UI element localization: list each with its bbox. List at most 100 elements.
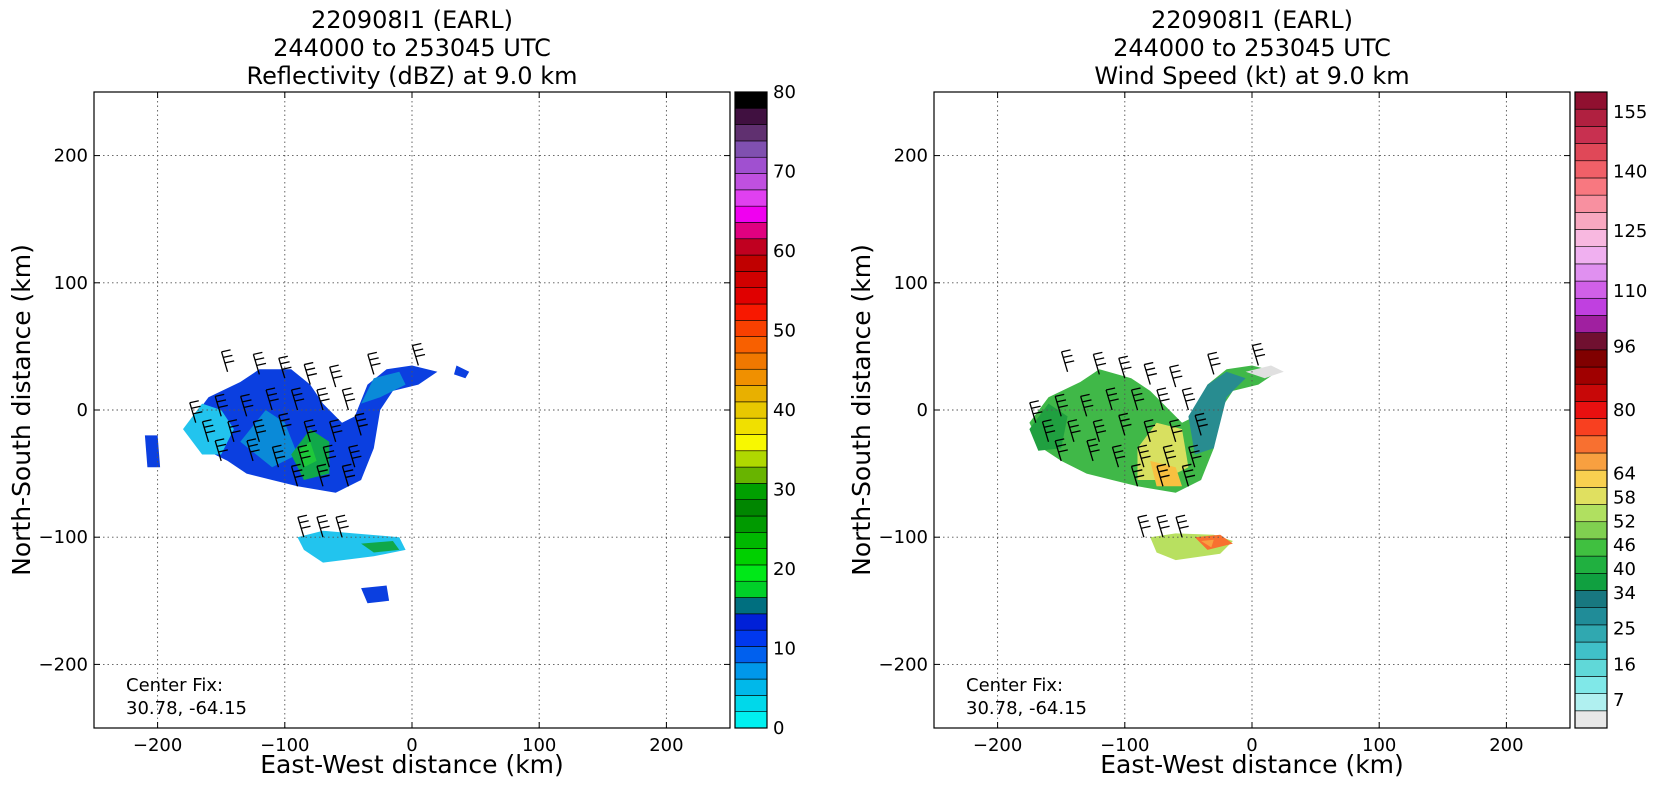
wind-barb [303,419,317,442]
x-tick-label: −200 [973,735,1022,756]
colorbar-segment [1574,676,1608,694]
y-tick-label: −200 [879,654,928,675]
wind-barb [1188,444,1202,468]
wind-barbs [189,342,426,538]
wind-barb [297,444,311,468]
colorbar-segment [734,238,768,256]
center-fix-label: Center Fix: [966,675,1063,696]
colorbar-segment [1574,383,1608,402]
colorbar-tick-label: 10 [773,639,796,660]
colorbar-segment [734,499,768,517]
y-tick-label: 0 [917,400,928,421]
colorbar-tick-label: 40 [1613,559,1636,580]
colorbar-segment [1574,710,1608,729]
y-tick-label: 100 [54,273,88,294]
axis-ticks: −200 −100 0 100 200 200 100 0 −100 −200 [39,92,730,756]
field-region [1194,534,1233,550]
colorbar-segment [734,629,768,647]
x-tick-label: 100 [522,735,556,756]
title-line-3: Reflectivity (dBZ) at 9.0 km [247,62,578,90]
colorbar-tick-label: 80 [1613,400,1636,421]
wind-barb [1130,387,1145,411]
colorbar-segment [1574,435,1608,454]
colorbar-tick-label: 58 [1613,487,1636,508]
colorbar-segment [734,564,768,582]
wind-barb [246,438,260,462]
colorbar-segment [734,189,768,207]
title-line-2: 244000 to 253045 UTC [1113,34,1391,62]
wind-barb [189,400,203,423]
y-tick-label: 200 [894,146,928,167]
field-region [1150,460,1182,487]
colorbar-segment [734,450,768,468]
wind-barb [1169,364,1183,388]
colorbar-frame [734,91,768,729]
colorbar-segment [734,368,768,386]
wind-barb [341,387,356,411]
colorbar-segment [734,222,768,240]
colorbar-segment [1574,212,1608,230]
wind-barb [316,514,330,538]
wind-barb [1156,387,1170,411]
colorbar-segment [1574,418,1608,437]
wind-barb [341,463,356,487]
colorbar-segment [734,662,768,680]
colorbar-segment [1574,366,1608,385]
wind-speed-panel: 220908I1 (EARL) 244000 to 253045 UTC Win… [847,6,1647,779]
wind-barb [303,361,317,385]
wind-barb [1111,444,1126,468]
colorbar-segment [734,548,768,566]
title-line-1: 220908I1 (EARL) [1151,6,1353,34]
colorbar-segment [734,91,768,109]
wind-barb [1137,514,1151,538]
wind-barb [1143,419,1157,442]
colorbar-tick-label: 7 [1613,690,1624,711]
wind-barb [1194,412,1208,436]
colorbar-segment [734,173,768,191]
colorbar-tick-label: 50 [773,321,796,342]
wind-barb [290,463,305,487]
wind-barb [1118,355,1132,379]
wind-barb [1169,419,1183,442]
reflectivity-field [144,365,470,604]
wind-barb [1207,351,1221,375]
y-axis-label: North-South distance (km) [847,244,876,576]
wind-barb [240,393,254,417]
colorbar-segment [734,124,768,142]
x-axis-label: East-West distance (km) [260,750,564,779]
wind-barb [1137,444,1151,468]
field-region [1201,539,1214,548]
wind-barb [1118,412,1132,436]
wind-barb [1041,419,1056,442]
x-tick-label: 0 [1246,735,1257,756]
wind-barb [1143,361,1157,385]
colorbar-segment [734,140,768,158]
colorbar-segment [734,401,768,419]
wind-barb [329,419,343,442]
colorbar-segment [734,336,768,354]
wind-barb [1156,514,1170,538]
colorbar-segment [734,613,768,631]
field-region [297,530,406,563]
colorbar-tick-label: 16 [1613,654,1636,675]
colorbar-tick-label: 60 [773,241,796,262]
colorbar-segment [734,287,768,305]
field-region [1137,422,1189,480]
wind-barb [348,444,362,468]
colorbar-segment [1574,194,1608,213]
wind-barb [1060,349,1075,373]
colorbar-segment [734,711,768,729]
title-line-3: Wind Speed (kt) at 9.0 km [1094,62,1409,90]
colorbar-segment [734,483,768,500]
center-fix-label: Center Fix: [126,675,223,696]
x-tick-label: −100 [260,735,309,756]
colorbar-segment [734,580,768,598]
wind-barb [1105,387,1119,411]
reflectivity-panel: 220908I1 (EARL) 244000 to 253045 UTC Ref… [7,6,796,779]
field-region [361,585,390,604]
colorbar-segment [734,320,768,337]
wind-barb [227,419,241,442]
colorbar-frame [1574,91,1608,729]
colorbar-segment [734,678,768,696]
